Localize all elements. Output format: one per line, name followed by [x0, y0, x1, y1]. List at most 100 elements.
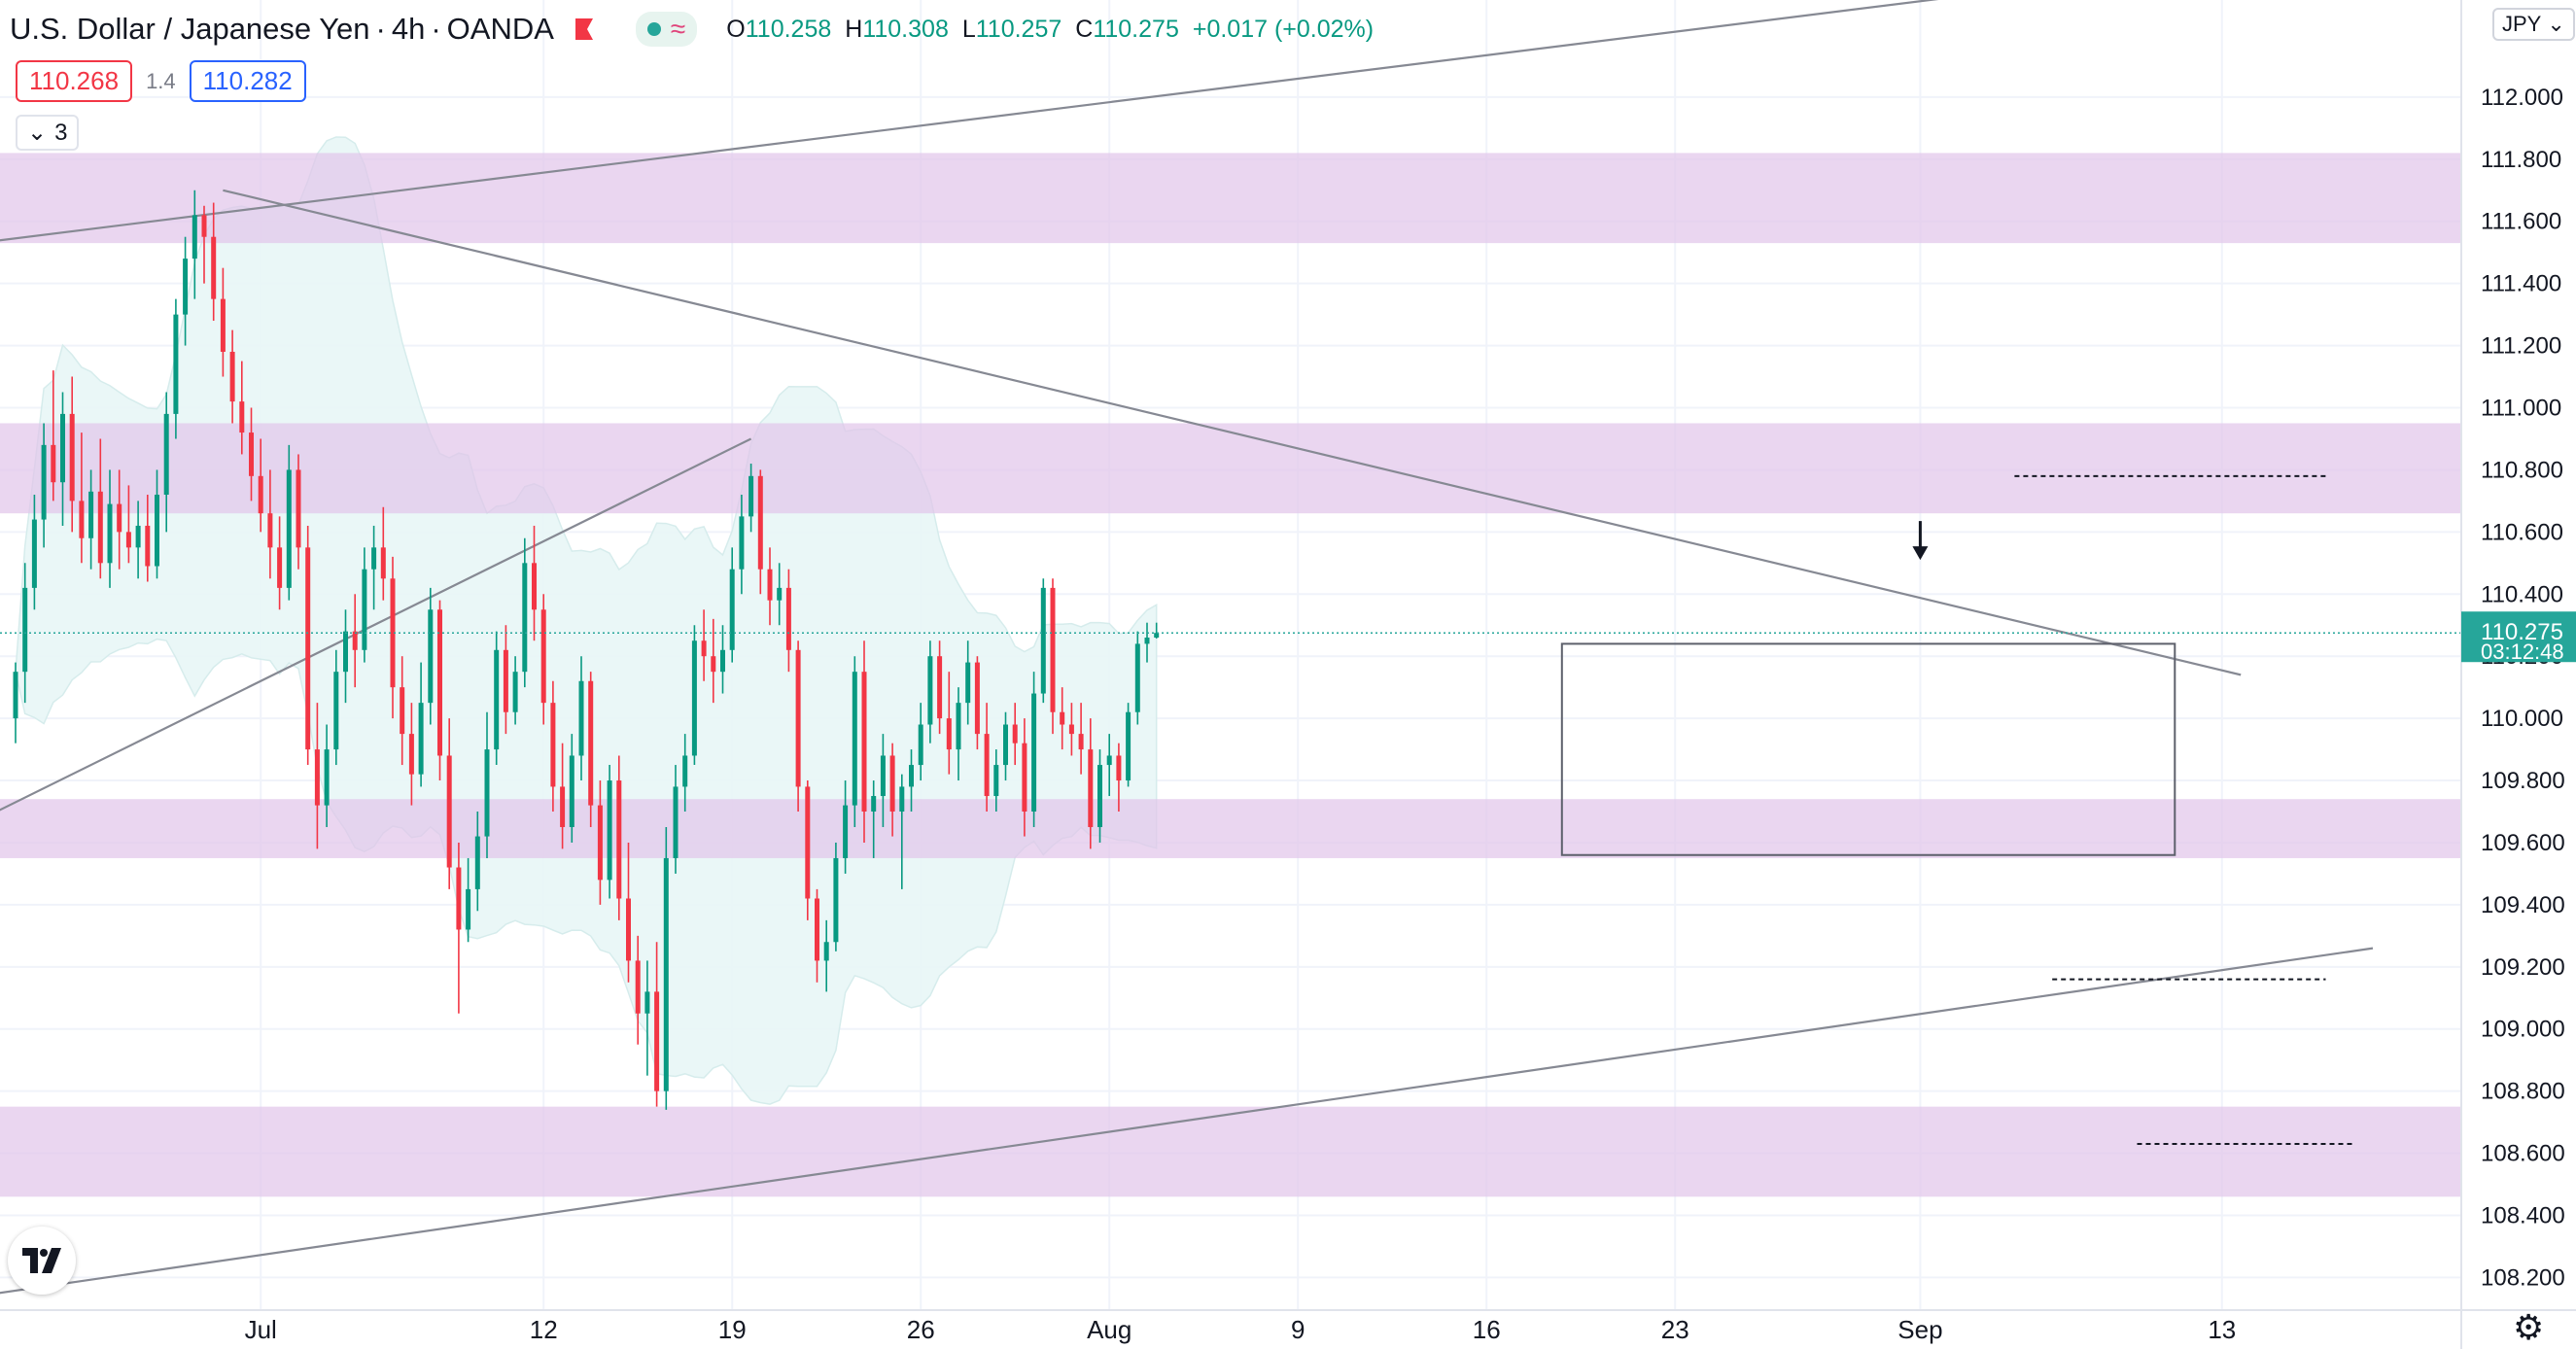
price-tick-label: 109.000	[2481, 1017, 2565, 1043]
candle-body	[588, 680, 594, 806]
price-axis[interactable]: 108.200 108.400 108.600 108.800 109.000 109.2…	[2460, 0, 2576, 1349]
candle-body	[899, 786, 905, 813]
candle-body	[532, 563, 537, 610]
close-value: 110.275	[1093, 15, 1179, 43]
time-tick-label: Jul	[245, 1315, 277, 1344]
candle-body	[833, 857, 839, 943]
candle-body	[211, 236, 217, 299]
arrow-marker-head-icon	[1912, 546, 1929, 561]
candle-body	[314, 749, 320, 806]
candle-body	[107, 503, 113, 564]
candle-body	[69, 413, 75, 502]
price-tick-label: 109.200	[2481, 954, 2565, 981]
open-label: O	[726, 15, 746, 43]
candle-body	[720, 649, 725, 673]
candle-body	[748, 475, 754, 517]
candle-body	[909, 765, 914, 787]
zone-rect	[0, 423, 2461, 514]
time-tick-label: 12	[530, 1315, 558, 1344]
sell-button[interactable]: 110.268	[16, 60, 133, 102]
wave-icon: ≈	[670, 14, 686, 44]
candle-body	[229, 351, 235, 402]
candle-body	[701, 640, 707, 657]
countdown-label: 03:12:48	[2481, 640, 2564, 664]
candle-body	[522, 563, 528, 673]
candle-body	[673, 786, 679, 858]
candle-body	[51, 444, 56, 483]
market-status-pill[interactable]: ≈	[635, 12, 698, 47]
candle-body	[654, 991, 660, 1091]
close-label: C	[1075, 15, 1094, 43]
candle-body	[1060, 711, 1065, 725]
change-value: +0.017 (+0.02%)	[1192, 15, 1375, 43]
spread-value: 1.4	[146, 68, 176, 93]
candle-body	[607, 780, 612, 881]
candle-body	[540, 609, 546, 704]
candle-body	[946, 718, 952, 750]
trendline	[0, 0, 1939, 242]
last-price-label-bg	[2461, 611, 2576, 663]
candle-body	[1003, 724, 1008, 766]
candle-body	[956, 703, 961, 750]
time-tick-label: Aug	[1087, 1315, 1131, 1344]
symbol-name[interactable]: U.S. Dollar / Japanese Yen	[10, 12, 370, 46]
price-tick-label: 112.000	[2481, 85, 2563, 111]
price-tick-label: 108.600	[2481, 1141, 2565, 1167]
price-tick-label: 110.800	[2481, 457, 2563, 483]
price-tick-label: 110.000	[2481, 706, 2563, 732]
candle-body	[380, 547, 386, 579]
candle-body	[843, 805, 849, 858]
candle-body	[805, 786, 811, 899]
candle-body	[644, 991, 650, 1014]
candle-body	[984, 734, 990, 797]
price-tick-label: 111.000	[2481, 396, 2561, 422]
candle-body	[220, 298, 226, 352]
candle-body	[267, 513, 273, 548]
candle-body	[785, 587, 791, 650]
zone-rect	[0, 799, 2461, 858]
candle-body	[560, 786, 566, 827]
price-tick-label: 108.200	[2481, 1264, 2565, 1291]
candle-body	[777, 587, 783, 601]
candle-body	[503, 649, 508, 712]
time-tick-label: 19	[718, 1315, 747, 1344]
candle-body	[937, 656, 943, 719]
candle-body	[163, 413, 169, 495]
indicators-toggle-button[interactable]: ⌄ 3	[16, 115, 80, 151]
gear-icon[interactable]: ⚙	[2513, 1307, 2545, 1347]
buy-button[interactable]: 110.282	[189, 60, 306, 102]
candle-body	[1106, 755, 1112, 766]
candle-body	[22, 587, 28, 673]
candle-body	[815, 898, 819, 961]
range-box[interactable]	[1560, 642, 2176, 856]
candle-body	[446, 755, 452, 868]
candle-body	[663, 857, 669, 1091]
candle-body	[239, 401, 245, 433]
candle-body	[993, 765, 999, 797]
currency-button[interactable]: JPY ⌄	[2492, 8, 2575, 41]
candle-body	[512, 672, 518, 712]
indicator-count: 3	[54, 119, 68, 146]
time-tick-label: 23	[1661, 1315, 1689, 1344]
candle-body	[1144, 638, 1150, 644]
candle-body	[682, 755, 688, 787]
candle-body	[1134, 643, 1140, 712]
level-lines[interactable]	[2014, 474, 2354, 1145]
flag-icon[interactable]	[572, 17, 597, 42]
candle-body	[418, 703, 424, 775]
candle-body	[569, 755, 574, 827]
time-tick-label: 26	[907, 1315, 935, 1344]
trade-panel: 110.268 1.4 110.282	[16, 60, 306, 102]
candle-body	[1068, 724, 1074, 735]
interval-label[interactable]: 4h	[391, 12, 426, 46]
candle-body	[1116, 755, 1122, 781]
candle-body	[484, 749, 490, 837]
header-separator: ·	[431, 12, 441, 46]
time-axis[interactable]: 22Jul121926Aug91623Sep13	[0, 1309, 2576, 1344]
trendlines[interactable]	[0, 0, 2374, 1297]
candle-body	[286, 469, 292, 588]
tradingview-logo-icon[interactable]	[8, 1227, 76, 1295]
price-tick-label: 111.200	[2481, 333, 2561, 360]
time-tick-label: 9	[1291, 1315, 1305, 1344]
